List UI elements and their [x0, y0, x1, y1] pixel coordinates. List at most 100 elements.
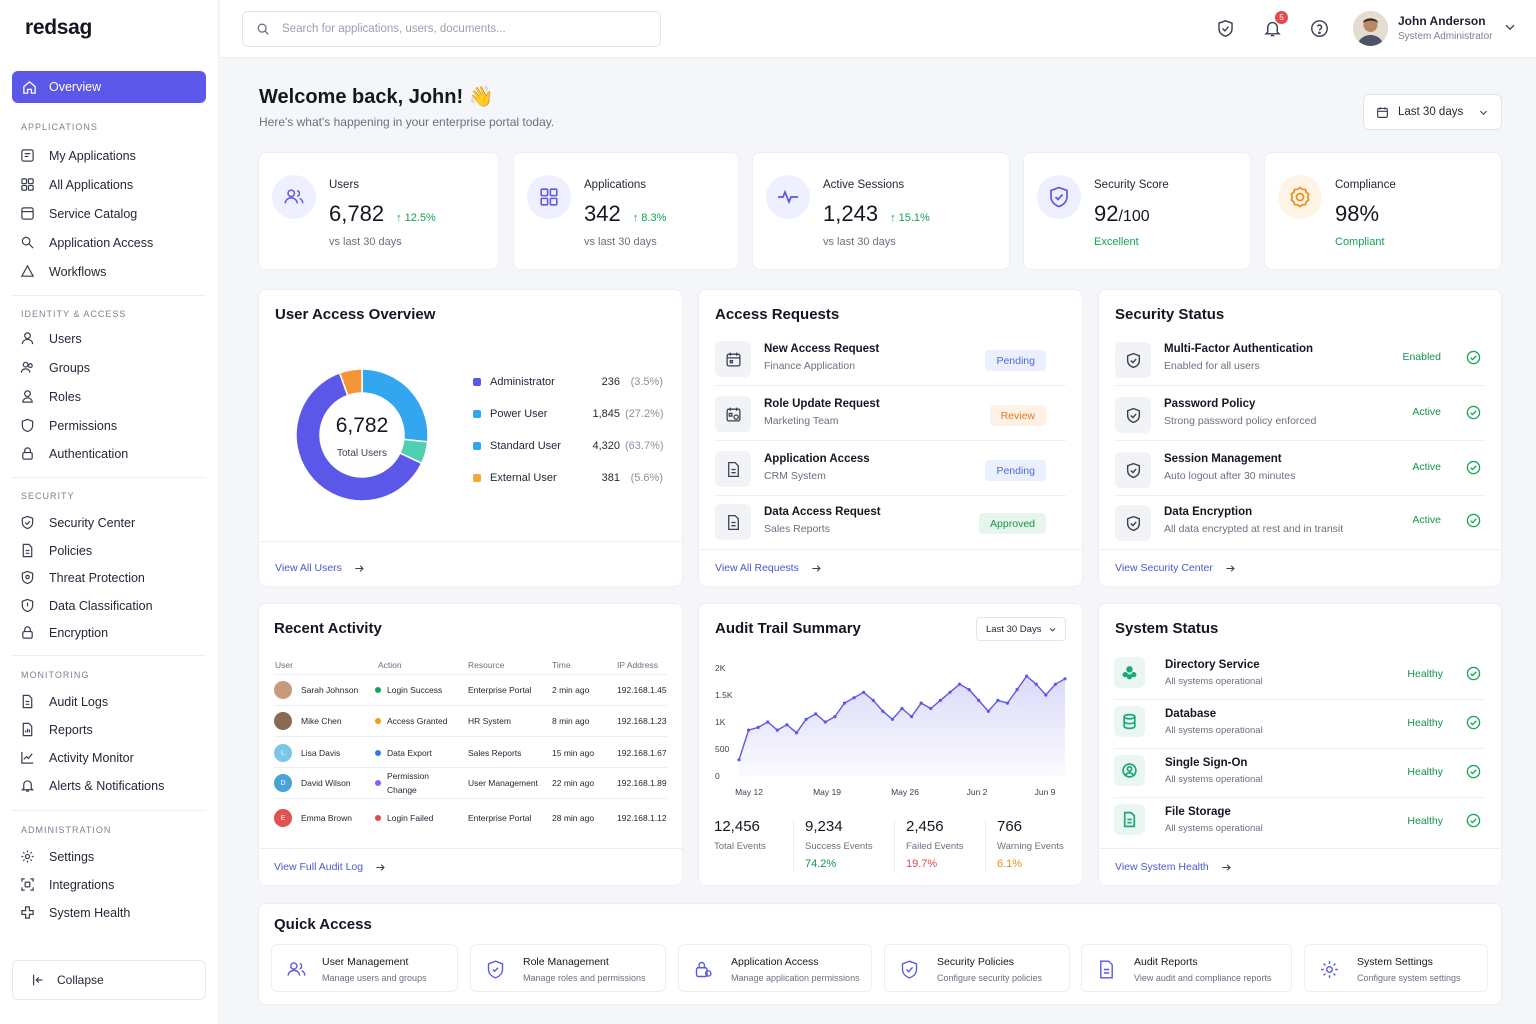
audit-point[interactable] [814, 712, 818, 716]
view-security-center-link[interactable]: View Security Center [1115, 562, 1236, 574]
audit-point[interactable] [938, 698, 942, 702]
sidebar-item-audit-logs[interactable]: Audit Logs [20, 691, 108, 713]
stat-card-users[interactable]: Users 6,782 ↑ 12.5% vs last 30 days [258, 152, 499, 270]
sidebar-item-authentication[interactable]: Authentication [20, 443, 128, 465]
audit-point[interactable] [1005, 701, 1010, 705]
system-row[interactable]: File Storage All systems operational Hea… [1114, 798, 1485, 847]
app-logo[interactable]: redsag [25, 16, 93, 39]
sidebar-item-users[interactable]: Users [20, 328, 82, 350]
request-row[interactable]: Data Access Request Sales Reports Approv… [715, 495, 1066, 549]
view-all-users-link[interactable]: View All Users [275, 562, 365, 574]
date-range-select[interactable]: Last 30 days [1363, 94, 1502, 130]
audit-point[interactable] [794, 731, 799, 735]
sidebar-item-all-applications[interactable]: All Applications [20, 174, 133, 196]
audit-point[interactable] [871, 698, 875, 702]
audit-point[interactable] [842, 701, 847, 705]
audit-point[interactable] [900, 706, 904, 711]
audit-point[interactable] [986, 709, 990, 713]
sidebar-item-reports[interactable]: Reports [20, 719, 93, 741]
audit-point[interactable] [948, 690, 952, 694]
security-row[interactable]: Session Management Auto logout after 30 … [1115, 442, 1485, 496]
audit-point[interactable] [1025, 674, 1029, 678]
audit-point[interactable] [775, 728, 779, 732]
audit-point[interactable] [957, 682, 962, 686]
audit-point[interactable] [890, 717, 895, 721]
sidebar-item-overview[interactable]: Overview [12, 71, 206, 103]
audit-point[interactable] [929, 706, 933, 711]
audit-point[interactable] [1063, 677, 1067, 681]
quick-access-role-management[interactable]: Role Management Manage roles and permiss… [470, 944, 666, 992]
audit-point[interactable] [756, 725, 760, 729]
security-row[interactable]: Data Encryption All data encrypted at re… [1115, 495, 1485, 549]
table-row[interactable]: E Emma Brown Login Failed Enterprise Portal… [274, 802, 667, 834]
audit-point[interactable] [996, 698, 1000, 702]
quick-access-security-policies[interactable]: Security Policies Configure security pol… [884, 944, 1070, 992]
audit-point[interactable] [1015, 688, 1019, 692]
sidebar-item-settings[interactable]: Settings [20, 846, 94, 868]
sidebar-item-groups[interactable]: Groups [20, 357, 90, 379]
search-box[interactable] [242, 11, 661, 47]
request-row[interactable]: New Access Request Finance Application P… [715, 332, 1066, 386]
quick-access-application-access[interactable]: Application Access Manage application pe… [678, 944, 872, 992]
sidebar-item-my-applications[interactable]: My Applications [20, 145, 136, 167]
stat-card-active-sessions[interactable]: Active Sessions 1,243 ↑ 15.1% vs last 30 … [752, 152, 1010, 270]
audit-point[interactable] [823, 720, 827, 724]
help-button[interactable] [1308, 17, 1330, 39]
security-row[interactable]: Multi-Factor Authentication Enabled for … [1115, 332, 1485, 386]
audit-point[interactable] [977, 698, 981, 702]
audit-point[interactable] [1034, 682, 1038, 686]
audit-point[interactable] [737, 758, 741, 762]
sidebar-item-activity-monitor[interactable]: Activity Monitor [20, 747, 134, 769]
sidebar-item-service-catalog[interactable]: Service Catalog [20, 203, 137, 225]
quick-access-system-settings[interactable]: System Settings Configure system setting… [1304, 944, 1488, 992]
sidebar-item-system-health[interactable]: System Health [20, 902, 130, 924]
table-row[interactable]: Sarah Johnson Login Success Enterprise Por… [274, 674, 667, 706]
audit-point[interactable] [1044, 693, 1048, 697]
audit-point[interactable] [833, 715, 837, 719]
sidebar-item-integrations[interactable]: Integrations [20, 874, 114, 896]
quick-access-audit-reports[interactable]: Audit Reports View audit and compliance … [1081, 944, 1292, 992]
audit-point[interactable] [862, 690, 866, 694]
avatar[interactable] [1353, 11, 1388, 46]
sidebar-item-permissions[interactable]: Permissions [20, 415, 117, 437]
slice-standard-user[interactable] [295, 371, 423, 502]
audit-point[interactable] [852, 696, 856, 700]
stat-card-applications[interactable]: Applications 342 ↑ 8.3% vs last 30 days [513, 152, 739, 270]
audit-point[interactable] [881, 709, 885, 713]
sidebar-item-data-classification[interactable]: Data Classification [20, 595, 153, 617]
quick-access-user-management[interactable]: User Management Manage users and groups [271, 944, 458, 992]
audit-range-select[interactable]: Last 30 Days [976, 617, 1066, 641]
audit-point[interactable] [1053, 682, 1058, 686]
view-full-audit-log-link[interactable]: View Full Audit Log [274, 861, 386, 873]
audit-point[interactable] [746, 728, 751, 732]
system-row[interactable]: Directory Service All systems operationa… [1114, 651, 1485, 700]
audit-point[interactable] [785, 723, 789, 727]
request-row[interactable]: Application Access CRM System Pending [715, 442, 1066, 496]
audit-point[interactable] [766, 720, 770, 724]
table-row[interactable]: L Lisa Davis Data Export Sales Reports 15 mi… [274, 737, 667, 769]
stat-card-compliance[interactable]: Compliance 98% Compliant [1264, 152, 1502, 270]
sidebar-item-alerts[interactable]: Alerts & Notifications [20, 775, 164, 797]
slice-external-user[interactable] [338, 368, 363, 397]
system-row[interactable]: Single Sign-On All systems operational H… [1114, 749, 1485, 798]
collapse-button[interactable]: Collapse [12, 960, 206, 1000]
audit-point[interactable] [967, 688, 971, 692]
user-menu-chevron[interactable] [1503, 20, 1517, 37]
sidebar-item-security-center[interactable]: Security Center [20, 512, 135, 534]
sidebar-item-application-access[interactable]: Application Access [20, 232, 153, 254]
sidebar-item-threat-protection[interactable]: Threat Protection [20, 567, 145, 589]
view-all-requests-link[interactable]: View All Requests [715, 562, 822, 574]
view-system-health-link[interactable]: View System Health [1115, 861, 1232, 873]
stat-card-security-score[interactable]: Security Score 92/100 Excellent [1023, 152, 1251, 270]
shield-button[interactable] [1214, 17, 1236, 39]
request-row[interactable]: Role Update Request Marketing Team Revie… [715, 387, 1066, 441]
table-row[interactable]: D David Wilson Permission Change User Manag… [274, 767, 667, 799]
sidebar-item-encryption[interactable]: Encryption [20, 622, 108, 644]
table-row[interactable]: Mike Chen Access Granted HR System 8 min ag… [274, 705, 667, 737]
sidebar-item-roles[interactable]: Roles [20, 386, 81, 408]
search-input[interactable] [282, 23, 642, 35]
system-row[interactable]: Database All systems operational Healthy [1114, 700, 1485, 749]
security-row[interactable]: Password Policy Strong password policy e… [1115, 387, 1485, 441]
audit-point[interactable] [919, 701, 923, 705]
sidebar-item-policies[interactable]: Policies [20, 540, 92, 562]
